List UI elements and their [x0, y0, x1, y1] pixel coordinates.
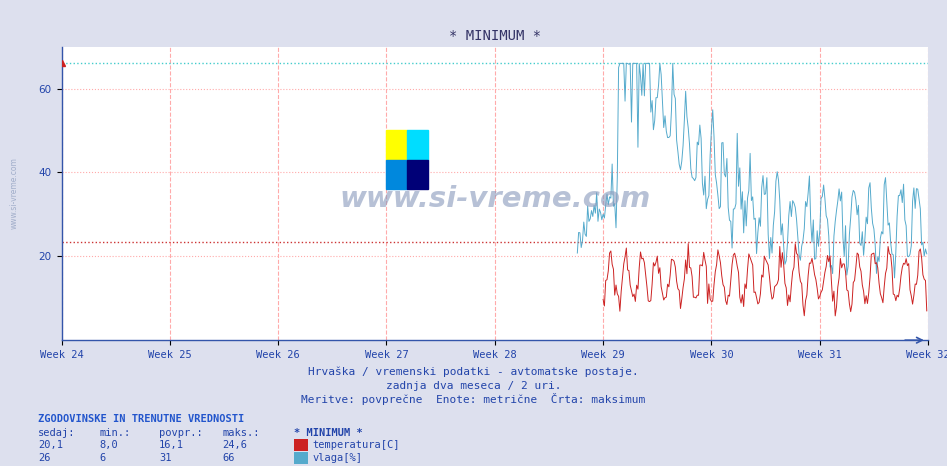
Text: 8,0: 8,0	[99, 440, 118, 450]
Text: maks.:: maks.:	[223, 428, 260, 438]
Text: temperatura[C]: temperatura[C]	[313, 440, 400, 450]
Text: 20,1: 20,1	[38, 440, 63, 450]
Text: Hrvaška / vremenski podatki - avtomatske postaje.: Hrvaška / vremenski podatki - avtomatske…	[308, 367, 639, 377]
Bar	[407, 160, 428, 189]
Text: www.si-vreme.com: www.si-vreme.com	[339, 185, 651, 213]
Text: ZGODOVINSKE IN TRENUTNE VREDNOSTI: ZGODOVINSKE IN TRENUTNE VREDNOSTI	[38, 414, 244, 424]
Text: min.:: min.:	[99, 428, 131, 438]
Title: * MINIMUM *: * MINIMUM *	[449, 28, 541, 43]
Text: 26: 26	[38, 453, 50, 463]
Text: * MINIMUM *: * MINIMUM *	[294, 428, 363, 438]
Text: povpr.:: povpr.:	[159, 428, 203, 438]
Bar	[407, 130, 428, 160]
Text: vlaga[%]: vlaga[%]	[313, 453, 363, 463]
Text: 31: 31	[159, 453, 171, 463]
Bar	[386, 160, 407, 189]
Text: www.si-vreme.com: www.si-vreme.com	[9, 158, 18, 229]
Text: 6: 6	[99, 453, 106, 463]
Text: 16,1: 16,1	[159, 440, 184, 450]
Text: 24,6: 24,6	[223, 440, 247, 450]
Text: zadnja dva meseca / 2 uri.: zadnja dva meseca / 2 uri.	[385, 381, 562, 391]
Text: Meritve: povprečne  Enote: metrične  Črta: maksimum: Meritve: povprečne Enote: metrične Črta:…	[301, 393, 646, 405]
Text: sedaj:: sedaj:	[38, 428, 76, 438]
Text: 66: 66	[223, 453, 235, 463]
Bar	[386, 130, 407, 160]
